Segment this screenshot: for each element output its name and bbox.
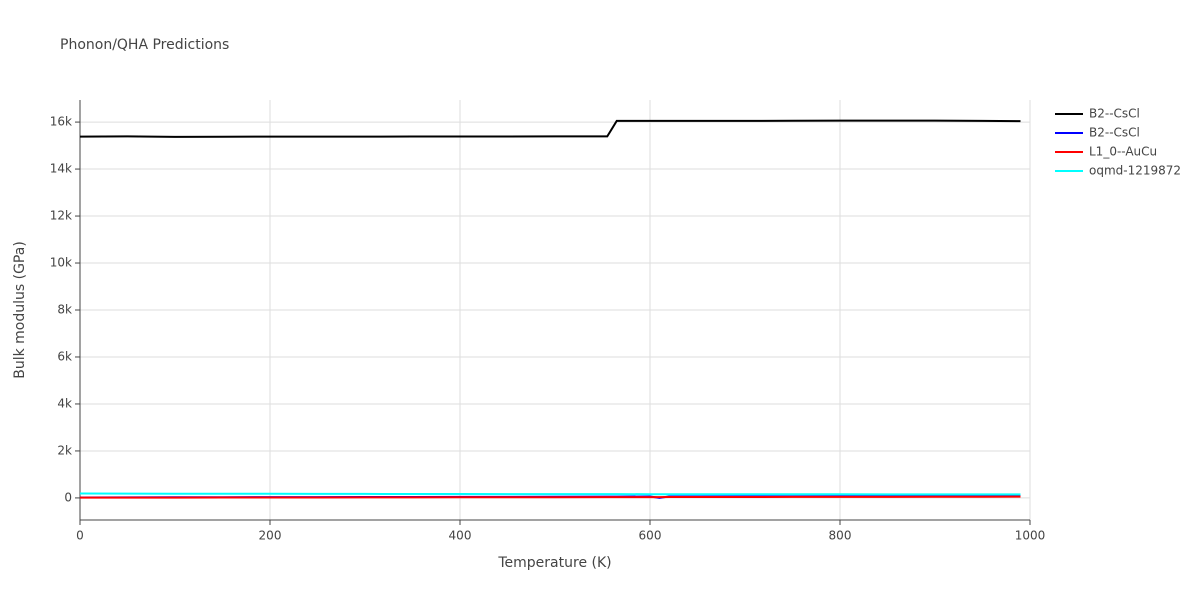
x-tick-label: 0	[76, 529, 84, 543]
y-tick-label: 0	[64, 490, 72, 504]
series-line	[79, 495, 1021, 499]
x-tick-label: 200	[259, 529, 282, 543]
y-tick-label: 14k	[50, 162, 72, 176]
y-tick-label: 10k	[50, 256, 72, 270]
y-tick-label: 16k	[50, 115, 72, 129]
y-tick-label: 12k	[50, 209, 72, 223]
chart-title: Phonon/QHA Predictions	[60, 37, 229, 53]
y-tick-label: 8k	[57, 303, 72, 317]
y-tick-label: 6k	[57, 349, 72, 363]
legend-label: B2--CsCl	[1089, 126, 1140, 140]
y-tick-label: 2k	[57, 443, 72, 457]
series-line	[79, 492, 1021, 496]
x-tick-label: 400	[449, 529, 472, 543]
series-line	[79, 119, 1021, 138]
legend-label: B2--CsCl	[1089, 107, 1140, 121]
legend-label: oqmd-1219872	[1089, 164, 1181, 178]
x-tick-label: 600	[639, 529, 662, 543]
y-tick-label: 4k	[57, 396, 72, 410]
legend-label: L1_0--AuCu	[1089, 145, 1157, 159]
x-tick-label: 1000	[1015, 529, 1046, 543]
x-axis-label: Temperature (K)	[497, 555, 611, 571]
y-axis-label: Bulk modulus (GPa)	[12, 241, 28, 379]
x-tick-label: 800	[829, 529, 852, 543]
